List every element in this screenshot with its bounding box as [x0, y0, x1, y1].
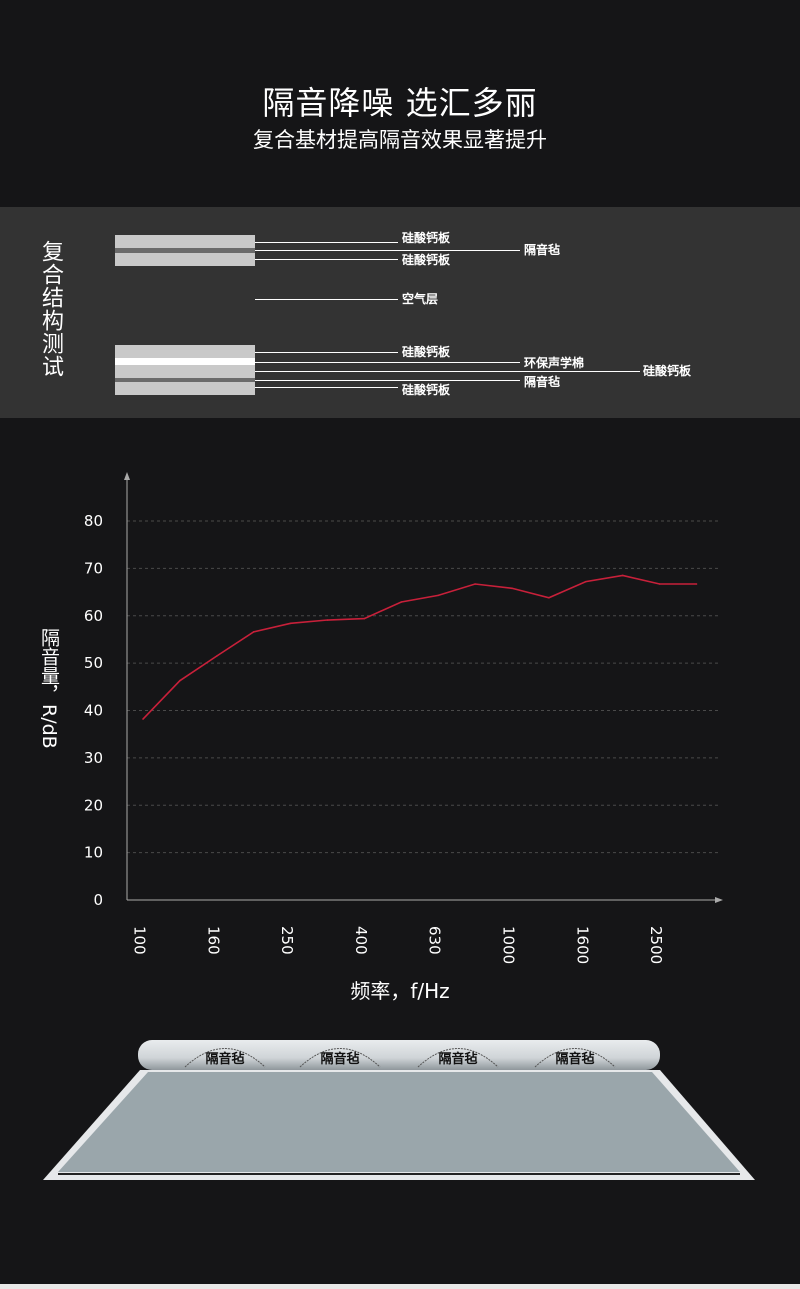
x-tick-label: 400 — [352, 926, 370, 955]
data-point — [326, 619, 329, 621]
logo-text: 隔音毡 — [555, 1051, 594, 1067]
x-tick-label: 100 — [131, 926, 149, 955]
sheet — [58, 1072, 740, 1172]
label-air: 空气层 — [402, 292, 439, 306]
footer-strip — [0, 1284, 800, 1289]
data-point — [142, 718, 144, 720]
logo-arc — [417, 1048, 499, 1068]
data-point — [252, 631, 255, 633]
data-point — [216, 655, 218, 657]
label-board: 硅酸钙板 — [402, 231, 451, 245]
label-felt: 隔音毡 — [524, 375, 561, 389]
page-subtitle: 复合基材提高隔音效果显著提升 — [253, 128, 547, 152]
y-tick-label: 20 — [84, 796, 103, 814]
layer-board — [115, 382, 255, 395]
data-point — [511, 587, 513, 590]
x-tick-label: 1000 — [500, 926, 518, 964]
data-point — [548, 596, 550, 599]
logo-text: 隔音毡 — [205, 1051, 244, 1067]
layer-board — [115, 235, 255, 248]
logo-arc — [534, 1048, 616, 1068]
y-tick-label: 0 — [93, 891, 103, 909]
structure-title: 复合结构测试 — [38, 240, 63, 378]
data-point — [400, 601, 403, 603]
layer-cotton — [115, 358, 255, 365]
logo-arc — [184, 1048, 266, 1068]
y-tick-label: 10 — [84, 844, 103, 862]
layer-board — [115, 365, 255, 378]
leader-line — [255, 250, 520, 251]
data-point — [179, 679, 181, 682]
leader-line — [255, 387, 398, 388]
data-point — [585, 580, 587, 583]
logo-arc — [299, 1048, 381, 1068]
y-tick-label: 60 — [84, 607, 103, 625]
y-tick-label: 40 — [84, 702, 103, 720]
leader-line — [255, 299, 398, 300]
x-tick-label: 2500 — [647, 926, 665, 964]
x-tick-label: 250 — [278, 926, 296, 955]
data-line — [142, 574, 697, 720]
x-tick-label: 160 — [204, 926, 222, 955]
leader-line — [255, 380, 520, 381]
layer-board — [115, 253, 255, 266]
leader-line — [255, 362, 520, 363]
layer-felt — [115, 248, 255, 253]
data-point — [363, 617, 366, 620]
data-point — [658, 583, 661, 585]
x-tick-label: 630 — [426, 926, 444, 955]
y-axis-arrow — [124, 472, 130, 480]
logo-text: 隔音毡 — [438, 1051, 477, 1067]
roll — [138, 1040, 660, 1070]
label-cotton: 环保声学棉 — [524, 356, 585, 370]
data-point — [437, 594, 440, 597]
sound-insulation-chart: 0 10 20 30 40 50 60 70 80 100 160 250 400 630 1000 1600… — [84, 472, 723, 964]
data-point — [474, 583, 476, 585]
y-tick-label: 30 — [84, 749, 103, 767]
x-axis-title: 频率，f/Hz — [350, 979, 450, 1003]
leader-line — [255, 352, 398, 353]
label-board: 硅酸钙板 — [402, 383, 451, 397]
x-tick-label: 1600 — [573, 926, 591, 964]
label-felt: 隔音毡 — [524, 243, 561, 257]
leader-line — [255, 242, 398, 243]
page-title: 隔音降噪 选汇多丽 — [262, 84, 538, 122]
layer-felt — [115, 378, 255, 382]
leader-line — [255, 259, 398, 260]
x-axis-arrow — [715, 897, 723, 903]
y-tick-label: 70 — [84, 559, 103, 577]
y-tick-label: 50 — [84, 654, 103, 672]
leader-line — [255, 371, 640, 372]
layer-board — [115, 345, 255, 358]
y-axis-title: 隔音量，R/dB — [38, 628, 60, 749]
label-board: 硅酸钙板 — [402, 253, 451, 267]
y-tick-label: 80 — [84, 512, 103, 530]
roll-logos: 隔音毡 隔音毡 隔音毡 隔音毡 — [184, 1048, 616, 1068]
label-board: 硅酸钙板 — [402, 345, 451, 359]
data-point — [695, 583, 698, 585]
product-image: 隔音毡 隔音毡 隔音毡 隔音毡 — [43, 1040, 755, 1180]
data-point — [621, 574, 624, 577]
data-point — [289, 622, 292, 625]
logo-text: 隔音毡 — [320, 1051, 359, 1067]
label-board: 硅酸钙板 — [643, 364, 692, 378]
